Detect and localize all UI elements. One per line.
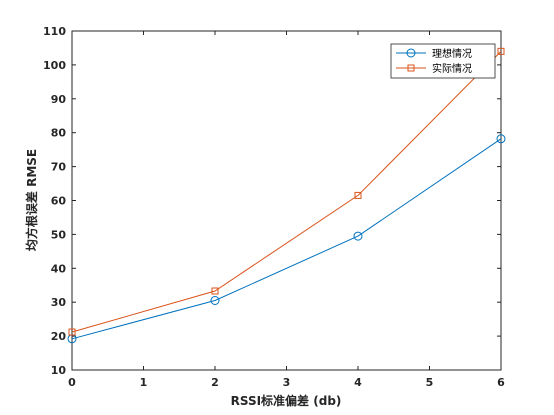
y-axis-title: 均方根误差 RMSE [24, 149, 39, 251]
series-1-point [496, 134, 506, 144]
axis-ticks: 0 1 2 3 4 5 6 10 20 30 40 50 60 70 80 90 100 110 [43, 25, 505, 389]
series-1-line [71, 138, 502, 340]
legend-marker-circle [406, 48, 416, 58]
x-axis-title: RSSI标准偏差 (db) [231, 393, 342, 408]
series-1-point [210, 296, 220, 306]
y-tick-label: 10 [51, 364, 67, 377]
x-tick-label: 1 [140, 376, 148, 389]
legend-item: 实际情况 [396, 62, 472, 75]
x-tick-label: 3 [283, 376, 291, 389]
x-tick-label: 6 [497, 376, 505, 389]
y-tick-label: 20 [51, 330, 67, 343]
legend-marker-square [407, 64, 415, 72]
series-layer [67, 47, 506, 344]
legend-item: 理想情况 [396, 47, 472, 60]
x-tick-label: 4 [354, 376, 362, 389]
y-tick-label: 40 [51, 262, 67, 275]
y-tick-label: 70 [51, 161, 67, 174]
legend-label: 理想情况 [432, 47, 472, 60]
series-2 [68, 47, 505, 336]
series-2-point [354, 191, 362, 199]
series-2-point [211, 287, 219, 295]
x-tick-label: 0 [68, 376, 76, 389]
plot-area [71, 30, 502, 371]
series-2-point [497, 47, 505, 55]
series-2-point [68, 328, 76, 336]
y-tick-label: 30 [51, 296, 67, 309]
y-tick-label: 80 [51, 127, 67, 140]
y-tick-label: 90 [51, 93, 67, 106]
x-tick-label: 5 [426, 376, 434, 389]
y-tick-label: 50 [51, 228, 67, 241]
y-tick-label: 100 [43, 59, 66, 72]
y-tick-label: 60 [51, 195, 67, 208]
y-tick-label: 110 [43, 25, 66, 38]
x-tick-label: 2 [211, 376, 219, 389]
series-2-line [71, 50, 502, 333]
series-1-point [353, 231, 363, 241]
legend-label: 实际情况 [432, 62, 472, 75]
series-1 [67, 134, 506, 344]
